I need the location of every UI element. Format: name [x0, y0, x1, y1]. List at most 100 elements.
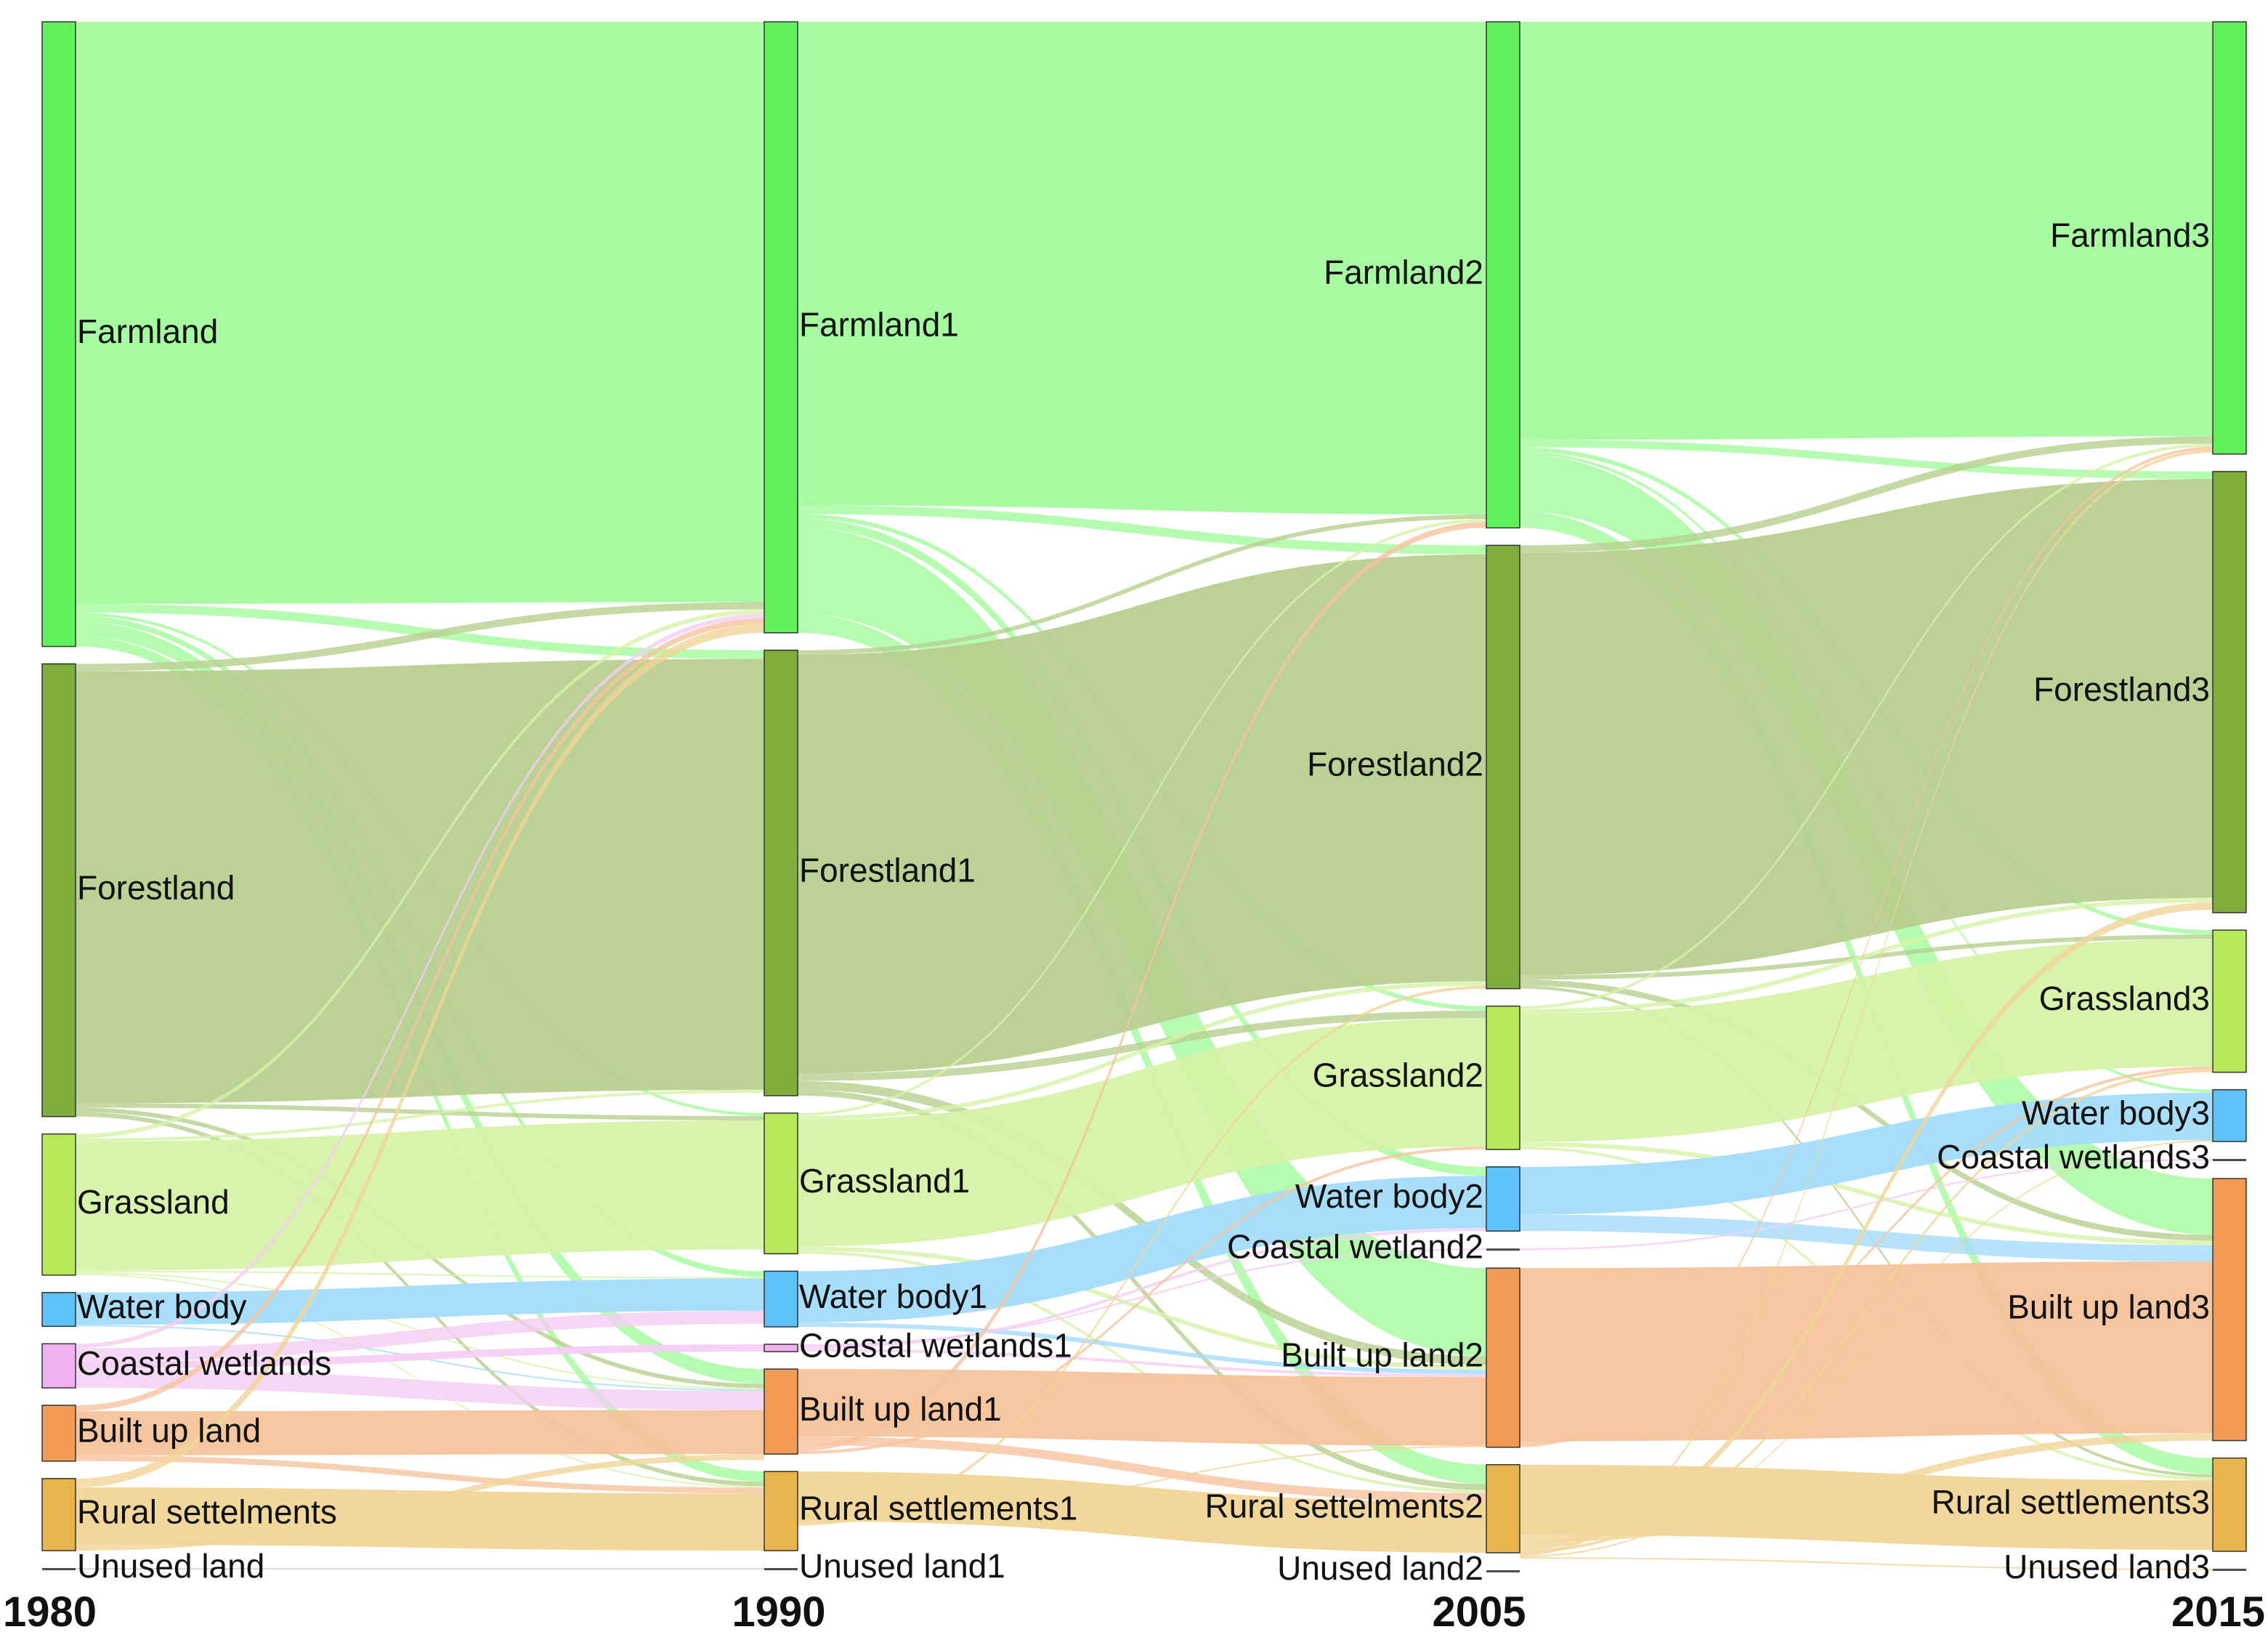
- stage-axis: 1980 1990 2005 2015: [3, 1588, 2265, 1636]
- node-2015-rural: [2212, 1457, 2247, 1552]
- flow-1990-water-to-builtup: [798, 1322, 1486, 1375]
- flow-1990-rural-to-rural: [798, 1471, 1486, 1553]
- node-1980-grassland: [41, 1133, 76, 1276]
- flow-1990-rural-to-builtup: [798, 1445, 1486, 1523]
- year-label-2005: 2005: [1432, 1588, 1526, 1636]
- flow-2005-forestland-to-builtup: [1520, 979, 2213, 1241]
- node-label-1980-builtup: Built up land: [77, 1412, 261, 1450]
- node-label-2005-forestland: Forestland2: [1307, 746, 1483, 783]
- flow-1990-forestland-to-builtup: [798, 1080, 1486, 1365]
- flow-1990-forestland-to-forestland: [798, 554, 1486, 1074]
- node-2015-coastal: [2213, 1158, 2246, 1161]
- node-label-1990-rural: Rural settlements1: [799, 1490, 1078, 1527]
- node-2005-rural: [1486, 1463, 1520, 1554]
- flow-1980-builtup-to-rural: [76, 1455, 764, 1494]
- node-label-1980-unused: Unused land: [77, 1547, 264, 1585]
- node-2015-water: [2212, 1088, 2247, 1142]
- node-1980-farmland: [41, 21, 76, 647]
- year-label-1980: 1980: [3, 1588, 97, 1636]
- flow-2005-forestland-to-farmland: [1520, 436, 2213, 553]
- node-1990-rural: [764, 1471, 798, 1551]
- flow-2005-grassland-to-farmland: [1520, 443, 2213, 1009]
- flow-2005-rural-to-unused: [1520, 1557, 2213, 1570]
- node-label-1980-forestland: Forestland: [77, 868, 235, 906]
- flow-2005-builtup-to-builtup: [1520, 1261, 2213, 1442]
- flow-1980-builtup-to-builtup: [76, 1410, 764, 1455]
- node-label-2005-farmland: Farmland2: [1324, 253, 1483, 291]
- node-2015-grassland: [2212, 929, 2247, 1073]
- node-1980-builtup: [41, 1405, 76, 1462]
- node-label-1980-rural: Rural settelments: [77, 1493, 337, 1531]
- flows-layer: [76, 22, 2213, 1570]
- node-label-1990-forestland: Forestland1: [799, 852, 976, 889]
- flow-1990-builtup-to-rural: [798, 1436, 1486, 1503]
- flow-1990-coastal-to-builtup: [798, 1349, 1486, 1378]
- flow-2005-farmland-to-forestland: [1520, 440, 2213, 480]
- node-1990-forestland: [764, 650, 798, 1096]
- node-1980-forestland: [41, 663, 76, 1118]
- flow-2005-grassland-to-forestland: [1520, 897, 2213, 1014]
- flow-1980-water-to-water: [76, 1278, 764, 1325]
- flow-2005-rural-to-forestland: [1520, 902, 2213, 1550]
- flow-1980-rural-to-rural: [76, 1487, 764, 1551]
- flow-2005-rural-to-water: [1520, 1139, 2213, 1558]
- flow-1980-grassland-to-farmland: [76, 609, 764, 1139]
- node-label-2015-farmland: Farmland3: [2050, 217, 2210, 254]
- node-label-2005-builtup: Built up land2: [1281, 1336, 1483, 1374]
- node-2005-farmland: [1486, 21, 1520, 529]
- node-label-2015-grassland: Grassland3: [2039, 979, 2210, 1017]
- node-1990-coastal: [764, 1344, 798, 1352]
- flow-1980-coastal-to-coastal: [76, 1344, 764, 1369]
- node-2015-unused: [2213, 1568, 2246, 1571]
- year-label-2015: 2015: [2171, 1588, 2265, 1636]
- node-1990-builtup: [764, 1368, 798, 1455]
- flow-1980-farmland-to-forestland: [76, 603, 764, 659]
- node-label-2015-unused: Unused land3: [2004, 1548, 2210, 1586]
- node-label-1990-coastal: Coastal wetlands1: [799, 1326, 1072, 1364]
- flow-1980-grassland-to-grassland: [76, 1120, 764, 1271]
- flow-1980-grassland-to-forestland: [76, 1089, 764, 1142]
- flow-2005-coastal-to-coastal: [1520, 1158, 2213, 1251]
- node-1980-coastal: [41, 1343, 76, 1389]
- flow-1990-farmland-to-farmland: [798, 22, 1486, 514]
- flow-1980-coastal-to-water: [76, 1310, 764, 1362]
- flow-1990-forestland-to-rural: [798, 1089, 1486, 1490]
- node-2015-forestland: [2212, 471, 2247, 913]
- flow-2005-builtup-to-farmland: [1520, 446, 2213, 1447]
- node-label-2005-unused: Unused land2: [1277, 1549, 1483, 1587]
- node-2015-builtup: [2212, 1178, 2247, 1442]
- flow-1990-builtup-to-farmland: [798, 522, 1486, 1452]
- flow-1990-grassland-to-rural: [798, 1251, 1486, 1493]
- node-label-1990-grassland: Grassland1: [799, 1162, 970, 1200]
- flow-1980-grassland-to-water: [76, 1270, 764, 1279]
- node-1990-grassland: [764, 1112, 798, 1255]
- node-1990-farmland: [764, 21, 798, 634]
- node-2005-forestland: [1486, 544, 1520, 990]
- flow-2005-grassland-to-grassland: [1520, 939, 2213, 1142]
- node-label-1980-coastal: Coastal wetlands: [77, 1344, 331, 1382]
- node-2005-builtup: [1486, 1267, 1520, 1448]
- node-label-1990-builtup: Built up land1: [799, 1390, 1002, 1428]
- flow-2005-grassland-to-builtup: [1520, 1142, 2213, 1245]
- flow-1990-rural-to-forestland: [798, 985, 1486, 1526]
- flow-1990-builtup-to-builtup: [798, 1369, 1486, 1446]
- flow-2005-rural-to-grassland: [1520, 1069, 2213, 1553]
- node-label-2015-builtup: Built up land3: [2007, 1288, 2210, 1325]
- node-1980-rural: [41, 1478, 76, 1551]
- node-label-1980-water: Water body: [77, 1288, 247, 1325]
- flow-1990-grassland-to-builtup: [798, 1246, 1486, 1370]
- flow-1990-grassland-to-farmland: [798, 519, 1486, 1116]
- labels-layer: Farmland Forestland Grassland Water body Coa…: [77, 217, 2210, 1587]
- flow-1990-coastal-to-coastal: [798, 1248, 1486, 1346]
- node-1990-water: [764, 1270, 798, 1328]
- node-2005-water: [1486, 1166, 1520, 1232]
- year-label-1990: 1990: [732, 1588, 825, 1636]
- node-1980-unused: [42, 1567, 76, 1570]
- flow-1980-forestland-to-farmland: [76, 602, 764, 671]
- node-1990-unused: [764, 1567, 798, 1570]
- flow-1990-grassland-to-grassland: [798, 1018, 1486, 1247]
- flow-1990-forestland-to-grassland: [798, 1010, 1486, 1081]
- flow-2005-builtup-to-grassland: [1520, 1066, 2213, 1445]
- nodes-layer: [41, 21, 2247, 1572]
- node-2005-unused: [1486, 1570, 1520, 1572]
